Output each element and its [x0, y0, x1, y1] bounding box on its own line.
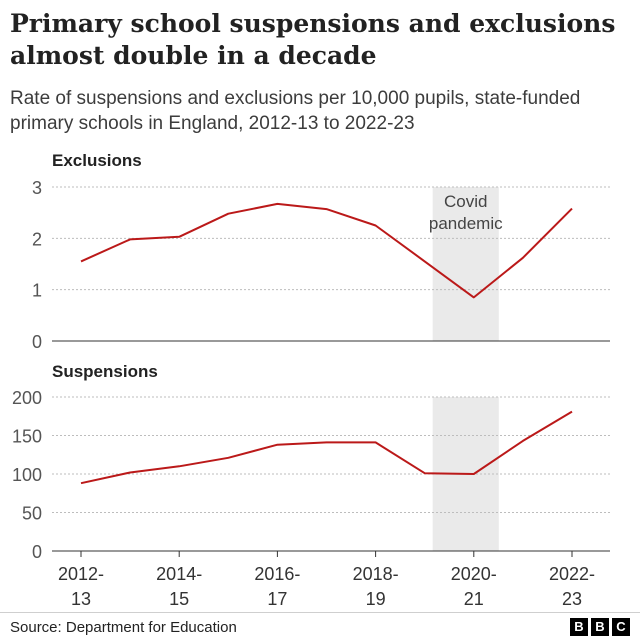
x-tick-label: 15: [169, 589, 189, 609]
bbc-logo-letter: C: [612, 618, 630, 636]
x-tick-label: 21: [464, 589, 484, 609]
x-tick-label: 19: [366, 589, 386, 609]
bbc-logo: B B C: [570, 618, 630, 636]
y-tick-label: 50: [22, 504, 42, 524]
x-tick-label: 17: [267, 589, 287, 609]
y-tick-label: 0: [32, 542, 42, 562]
x-tick-label: 2012-: [58, 564, 104, 584]
x-tick-label: 2022-: [549, 564, 595, 584]
line-charts: Exclusions0123CovidpandemicSuspensions05…: [0, 0, 640, 612]
x-tick-label: 2020-: [451, 564, 497, 584]
y-tick-label: 2: [32, 229, 42, 249]
bbc-logo-letter: B: [591, 618, 609, 636]
bbc-logo-letter: B: [570, 618, 588, 636]
y-tick-label: 200: [12, 388, 42, 408]
y-tick-label: 150: [12, 427, 42, 447]
y-tick-label: 3: [32, 178, 42, 198]
footer: Source: Department for Education B B C: [0, 612, 640, 641]
annotation-label-line1: Covid: [444, 192, 487, 211]
y-tick-label: 100: [12, 465, 42, 485]
x-tick-label: 2018-: [353, 564, 399, 584]
x-tick-label: 2016-: [254, 564, 300, 584]
annotation-label-line2: pandemic: [429, 214, 503, 233]
y-tick-label: 0: [32, 332, 42, 352]
panel-title: Exclusions: [52, 151, 142, 170]
x-tick-label: 2014-: [156, 564, 202, 584]
source-note: Source: Department for Education: [10, 619, 237, 636]
x-tick-label: 13: [71, 589, 91, 609]
panel-title: Suspensions: [52, 362, 158, 381]
y-tick-label: 1: [32, 281, 42, 301]
x-tick-label: 23: [562, 589, 582, 609]
